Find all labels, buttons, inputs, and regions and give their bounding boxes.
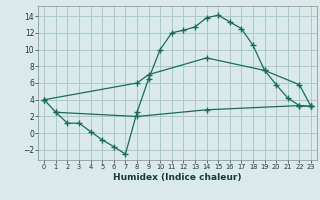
X-axis label: Humidex (Indice chaleur): Humidex (Indice chaleur) — [113, 173, 242, 182]
